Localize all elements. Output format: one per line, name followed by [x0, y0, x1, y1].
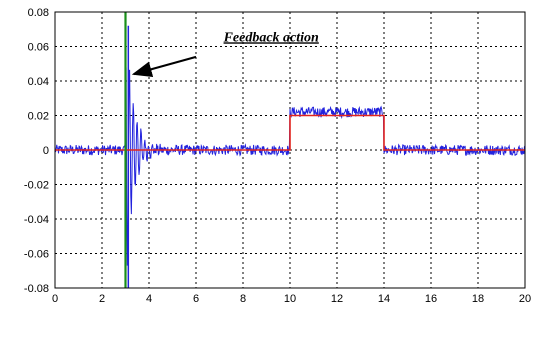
annotation-text: Feedback action — [223, 30, 319, 45]
y-tick-label: -0.04 — [24, 214, 49, 226]
x-tick-label: 18 — [472, 293, 484, 305]
x-tick-label: 8 — [240, 293, 246, 305]
x-tick-label: 20 — [519, 293, 531, 305]
x-tick-label: 0 — [52, 293, 58, 305]
y-tick-label: 0.08 — [28, 7, 49, 19]
y-tick-label: -0.06 — [24, 249, 49, 261]
x-tick-label: 14 — [378, 293, 390, 305]
y-tick-label: 0.04 — [28, 76, 49, 88]
series-layer — [55, 12, 525, 288]
annotation-arrow — [131, 55, 197, 78]
y-axis-ticks: 0.08 0.06 0.04 0.02 0 -0.02 -0.04 -0.06 -0.08 — [24, 7, 49, 295]
y-tick-label: 0.06 — [28, 42, 49, 54]
x-tick-label: 4 — [146, 293, 152, 305]
x-tick-label: 12 — [331, 293, 343, 305]
y-tick-label: -0.08 — [24, 283, 49, 295]
series-reference — [55, 114, 525, 151]
x-tick-label: 2 — [99, 293, 105, 305]
y-tick-label: 0 — [43, 145, 49, 157]
y-tick-label: 0.02 — [28, 111, 49, 123]
x-tick-label: 6 — [193, 293, 199, 305]
x-tick-label: 16 — [425, 293, 437, 305]
y-tick-label: -0.02 — [24, 180, 49, 192]
annotation: Feedback action — [131, 30, 319, 78]
plot-frame — [54, 11, 526, 289]
x-tick-label: 10 — [284, 293, 296, 305]
x-axis-ticks: 0 2 4 6 8 10 12 14 16 18 20 — [52, 293, 531, 305]
